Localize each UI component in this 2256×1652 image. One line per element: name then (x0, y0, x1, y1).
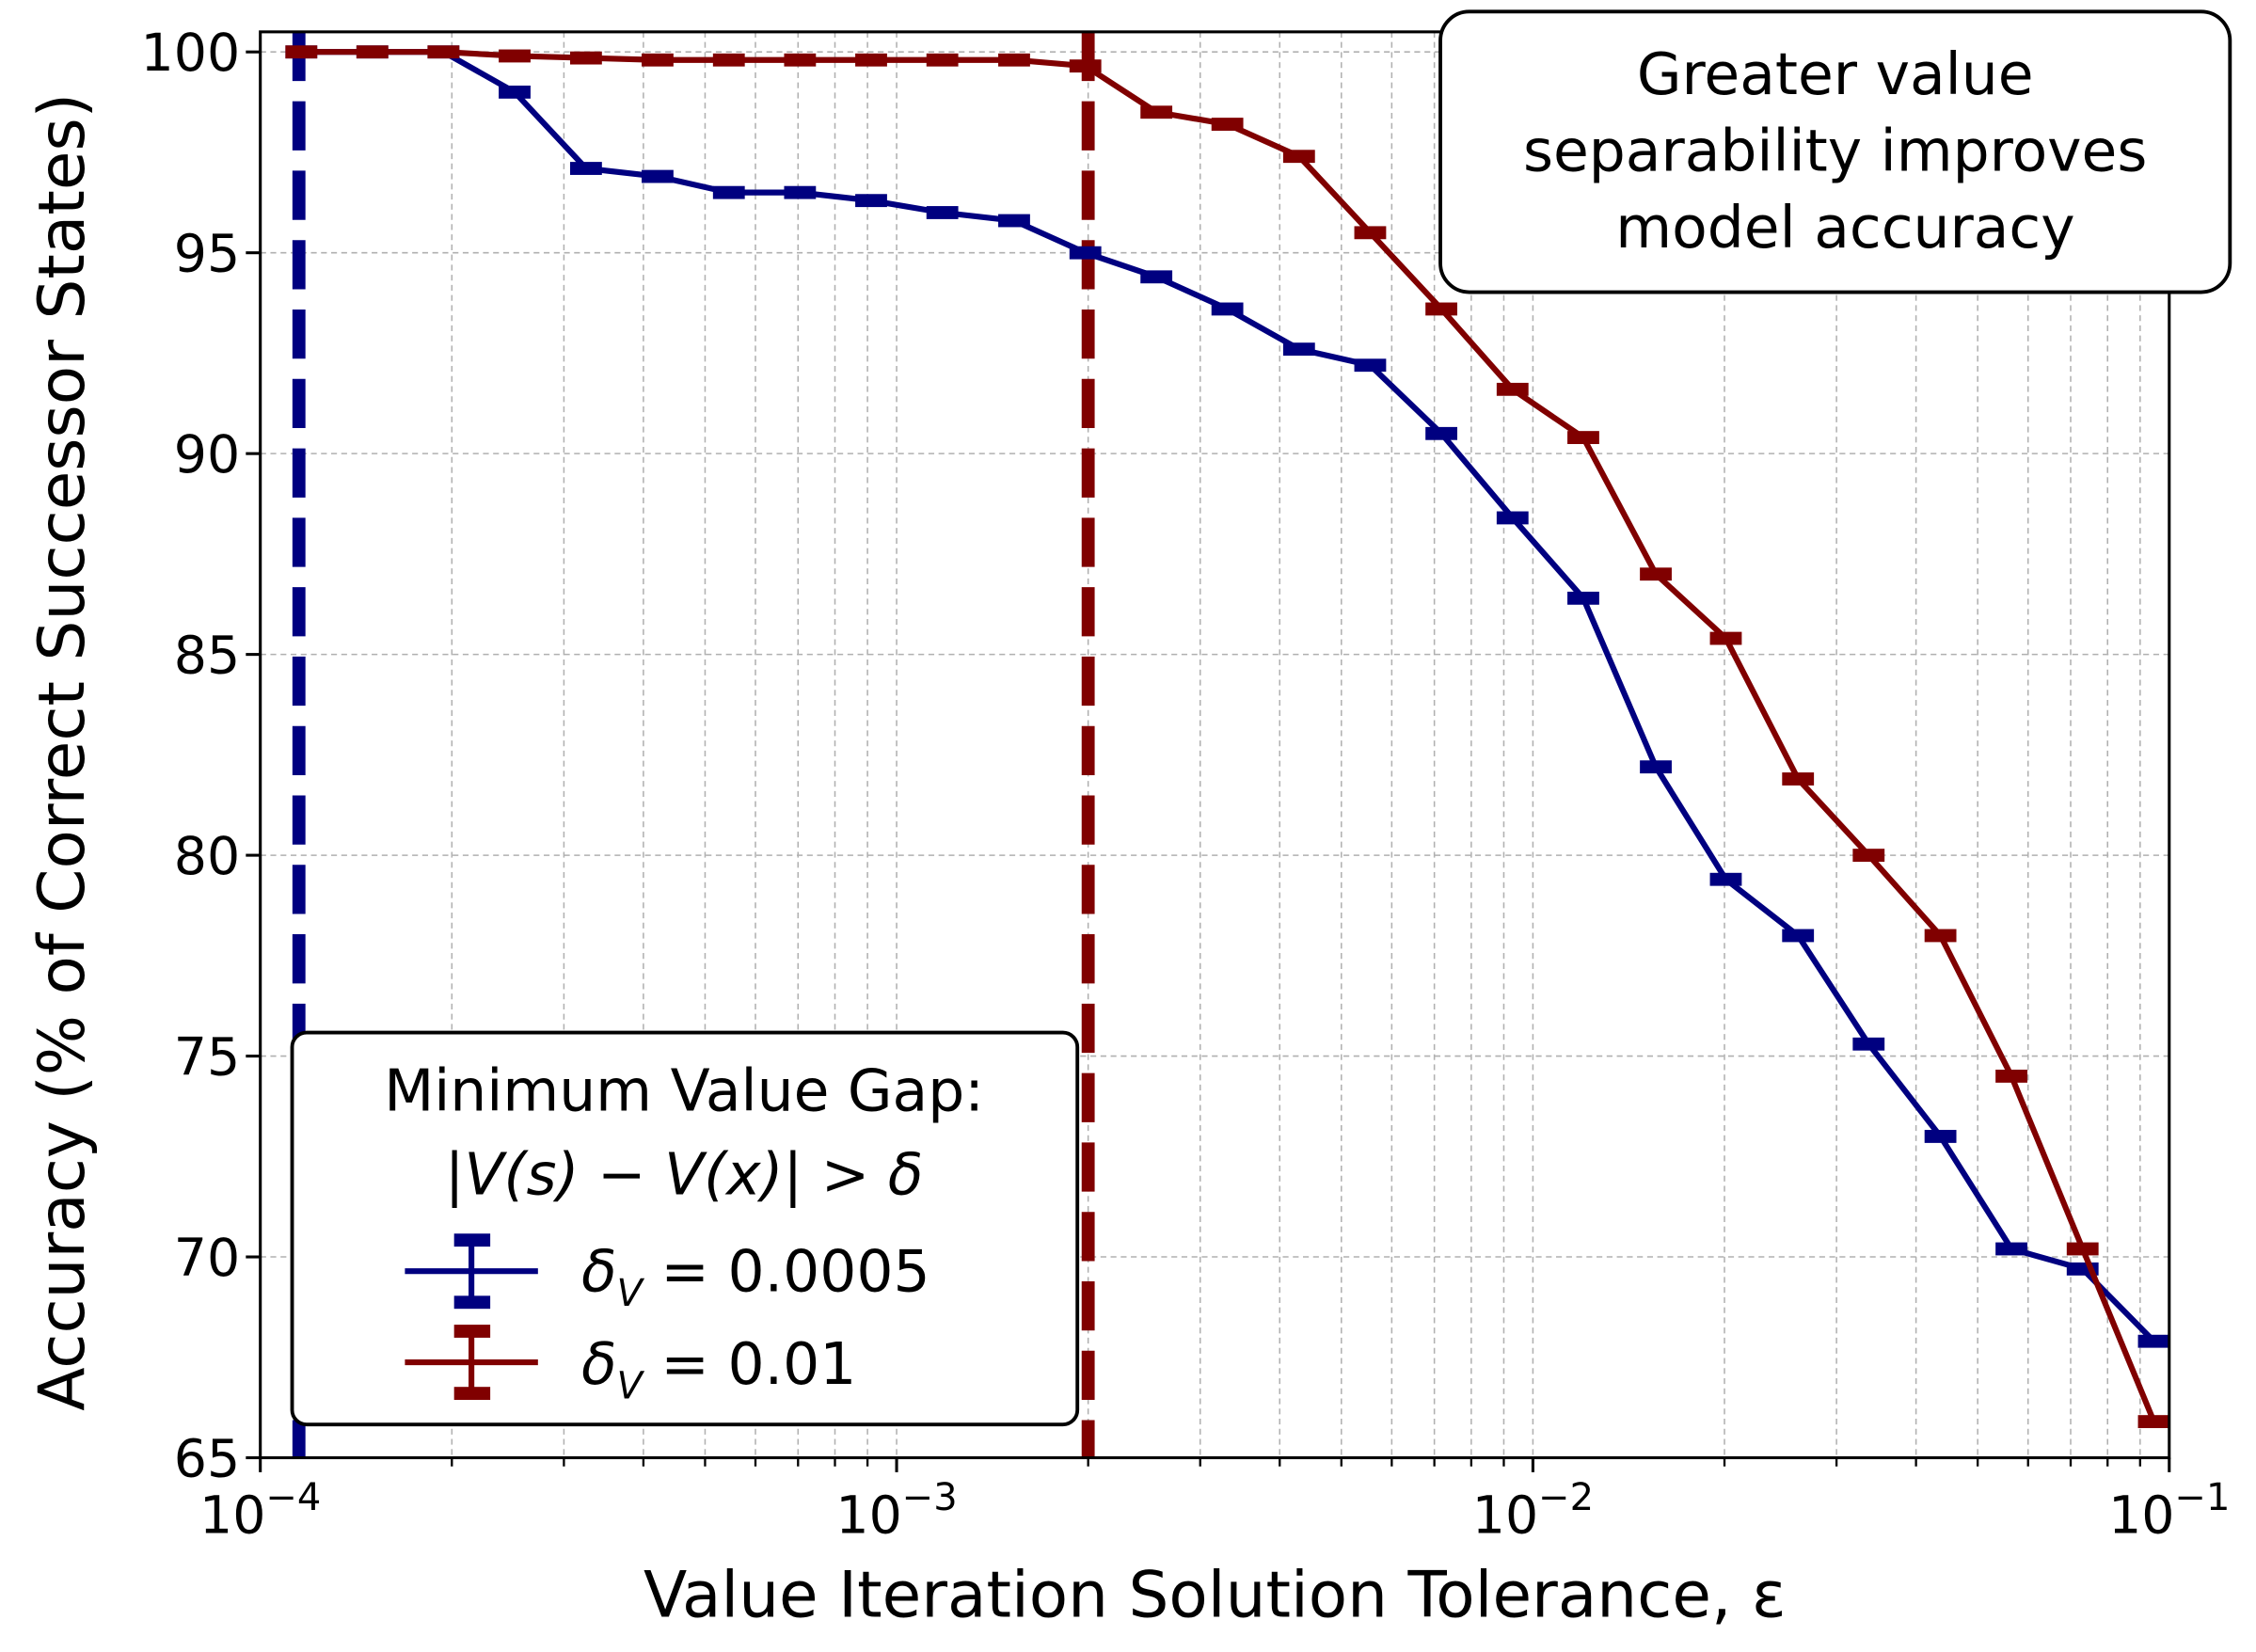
data-point-errorbar-cap (1069, 59, 1102, 73)
y-tick-label: 100 (141, 24, 241, 84)
svg-text:δV = 0.01: δV = 0.01 (581, 1331, 856, 1407)
data-point-errorbar-cap (285, 45, 318, 59)
y-tick-label: 75 (174, 1028, 240, 1088)
x-tick-base: 10 (2108, 1485, 2174, 1546)
data-point-errorbar-cap (712, 185, 745, 199)
data-point-errorbar-cap (855, 53, 887, 67)
data-point-errorbar-cap (1640, 567, 1672, 581)
data-point-errorbar-cap (1782, 772, 1815, 786)
data-point-errorbar-cap (1140, 105, 1173, 119)
data-point-errorbar-cap (1567, 591, 1599, 605)
data-point-errorbar-cap (1354, 226, 1387, 240)
data-point-errorbar-cap (1496, 511, 1529, 525)
data-point-errorbar-cap (784, 53, 817, 67)
x-tick-base: 10 (199, 1485, 265, 1546)
data-point-errorbar-cap (1425, 426, 1458, 440)
annotation-line-2: separability improves (1523, 118, 2147, 184)
legend-blue-text: = 0.0005 (643, 1239, 930, 1306)
legend-red-text: = 0.01 (643, 1331, 856, 1398)
data-point-errorbar-cap (1496, 382, 1529, 396)
x-tick-exponent: −2 (1538, 1476, 1594, 1519)
data-point-errorbar-cap (2137, 1415, 2169, 1429)
legend-entry-blue: δV = 0.0005 (405, 1233, 930, 1315)
legend-title-line-1: Minimum Value Gap: (384, 1058, 984, 1125)
data-point-errorbar-cap (1709, 631, 1742, 645)
x-tick-label: 10−4 (199, 1476, 321, 1547)
series-delta-0.01 (285, 45, 2169, 1429)
legend-entry-red: δV = 0.01 (405, 1325, 856, 1407)
svg-text:δV = 0.0005: δV = 0.0005 (581, 1239, 930, 1315)
y-tick-label: 80 (174, 827, 240, 887)
data-point-errorbar-cap (1995, 1070, 2027, 1083)
y-tick-label: 95 (174, 225, 240, 285)
series-delta-0.0005 (285, 45, 2169, 1348)
x-tick-base: 10 (1472, 1485, 1538, 1546)
x-tick-exponent: −3 (902, 1476, 958, 1519)
data-point-errorbar-cap (2137, 1334, 2169, 1348)
x-tick-exponent: −4 (265, 1476, 321, 1519)
data-point-errorbar-cap (1924, 929, 1957, 943)
data-point-errorbar-cap (356, 45, 389, 59)
data-point-errorbar-cap (1069, 246, 1102, 260)
annotation-box: Greater value separability improves mode… (1438, 9, 2232, 294)
data-point-errorbar-cap (1282, 342, 1315, 357)
data-point-errorbar-cap (926, 206, 959, 219)
x-tick-label: 10−1 (2108, 1476, 2230, 1547)
legend-red-symbol: δ (581, 1331, 617, 1398)
data-point-errorbar-cap (712, 53, 745, 67)
data-point-errorbar-cap (1782, 929, 1815, 943)
data-point-errorbar-cap (1852, 849, 1885, 863)
data-point-errorbar-cap (998, 53, 1030, 67)
y-tick-label: 65 (174, 1430, 240, 1490)
data-point-errorbar-cap (926, 53, 959, 67)
data-point-errorbar-cap (855, 194, 887, 208)
data-point-errorbar-cap (642, 169, 674, 183)
y-axis-label: Accuracy (% of Correct Successor States) (24, 93, 99, 1411)
data-point-errorbar-cap (570, 162, 602, 175)
legend: Minimum Value Gap: |V(s) − V(x)| > δ δV … (290, 1030, 1080, 1427)
data-point-errorbar-cap (1354, 358, 1387, 373)
annotation-line-3: model accuracy (1615, 195, 2074, 262)
data-point-errorbar-cap (1425, 302, 1458, 316)
plot-frame (259, 30, 2171, 1460)
x-tick-label: 10−2 (1472, 1476, 1594, 1547)
data-point-errorbar-cap (1640, 760, 1672, 774)
data-point-errorbar-cap (1211, 302, 1244, 316)
data-point-errorbar-cap (1140, 270, 1173, 284)
data-point-errorbar-cap (1282, 150, 1315, 164)
x-tick-label: 10−3 (835, 1476, 957, 1547)
data-point-errorbar-cap (1852, 1037, 1885, 1051)
data-point-errorbar-cap (499, 49, 531, 63)
data-point-errorbar-cap (784, 185, 817, 199)
data-point-errorbar-cap (1995, 1242, 2027, 1256)
data-point-errorbar-cap (1924, 1130, 1957, 1143)
y-tick-label: 90 (174, 425, 240, 485)
annotation-line-1: Greater value (1637, 41, 2034, 108)
legend-blue-sub: V (617, 1272, 645, 1315)
legend-blue-symbol: δ (581, 1239, 617, 1306)
data-point-errorbar-cap (499, 85, 531, 99)
data-point-errorbar-cap (1211, 118, 1244, 131)
y-tick-label: 85 (174, 627, 240, 687)
legend-title-line-2: |V(s) − V(x)| > δ (445, 1142, 924, 1210)
data-point-errorbar-cap (998, 214, 1030, 228)
x-tick-base: 10 (835, 1485, 901, 1546)
data-point-errorbar-cap (1567, 431, 1599, 444)
series-layer (285, 45, 2169, 1429)
data-point-errorbar-cap (1709, 872, 1742, 886)
legend-red-sub: V (617, 1364, 645, 1407)
data-point-errorbar-cap (427, 45, 460, 59)
x-tick-exponent: −1 (2175, 1476, 2231, 1519)
y-tick-label: 70 (174, 1229, 240, 1289)
data-point-errorbar-cap (570, 51, 602, 65)
data-point-errorbar-cap (2066, 1242, 2099, 1256)
x-axis-label: Value Iteration Solution Tolerance, ε (643, 1558, 1787, 1632)
data-point-errorbar-cap (642, 53, 674, 67)
